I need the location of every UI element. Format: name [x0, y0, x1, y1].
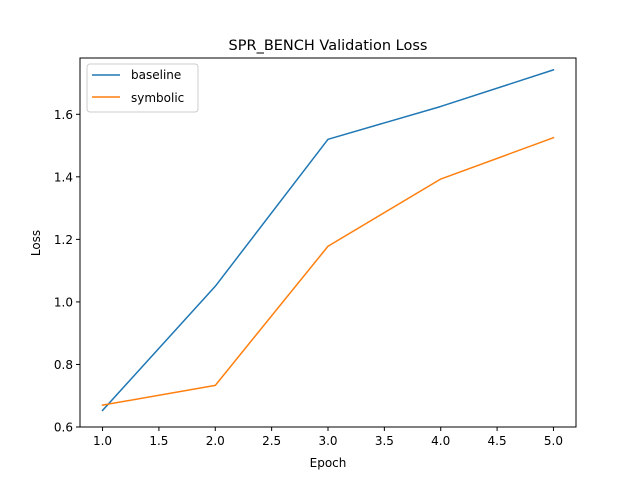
legend-box — [86, 63, 199, 113]
y-tick-label: 1.6 — [54, 108, 73, 122]
y-tick-label: 0.8 — [54, 358, 73, 372]
y-tick-label: 1.0 — [54, 295, 73, 309]
y-axis-label: Loss — [29, 230, 43, 256]
y-tick-label: 1.4 — [54, 170, 73, 184]
x-tick-label: 4.5 — [488, 434, 507, 448]
x-tick-label: 1.5 — [149, 434, 168, 448]
legend: baseline symbolic — [86, 63, 199, 113]
y-tick-label: 1.2 — [54, 233, 73, 247]
x-axis-label: Epoch — [310, 456, 347, 470]
x-tick-label: 2.0 — [206, 434, 225, 448]
legend-label-symbolic: symbolic — [131, 91, 184, 105]
x-tick-label: 5.0 — [544, 434, 563, 448]
chart-title: SPR_BENCH Validation Loss — [229, 38, 428, 54]
x-tick-label: 1.0 — [93, 434, 112, 448]
y-tick-label: 0.6 — [54, 421, 73, 435]
x-tick-label: 2.5 — [262, 434, 281, 448]
x-tick-label: 3.5 — [375, 434, 394, 448]
legend-label-baseline: baseline — [131, 68, 181, 82]
x-tick-label: 3.0 — [318, 434, 337, 448]
plot-frame — [79, 57, 577, 428]
series-line-baseline — [101, 68, 555, 412]
series-line-symbolic — [101, 136, 555, 406]
x-tick-label: 4.0 — [431, 434, 450, 448]
